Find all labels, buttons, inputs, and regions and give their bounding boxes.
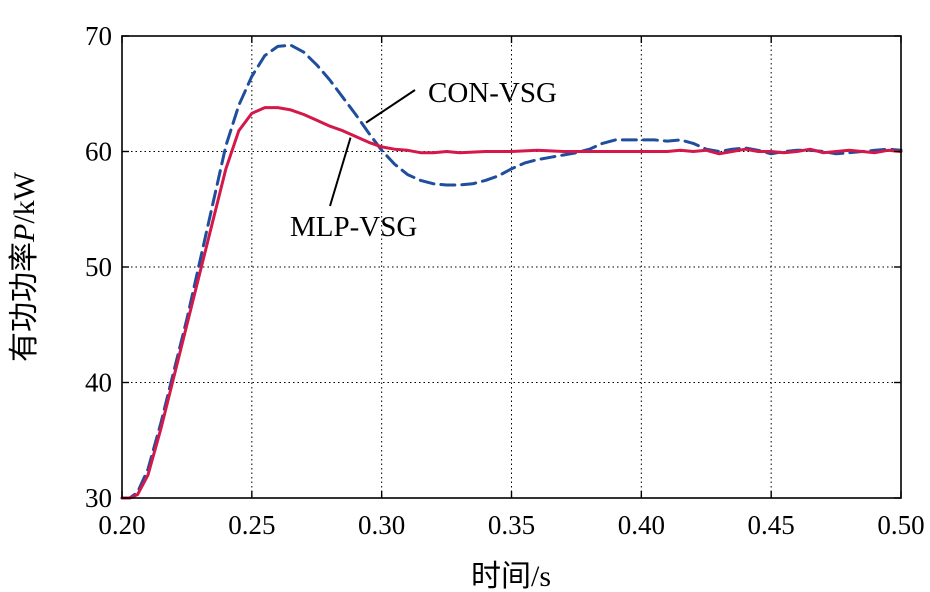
annotation-leader-mlp-vsg <box>329 137 352 207</box>
x-tick-label: 0.25 <box>228 510 275 540</box>
ticks-group: 0.20 0.25 0.30 0.35 0.40 0.45 0.50 30 40 50 60 70 <box>85 21 925 540</box>
y-axis-label: 有功功率P/kW <box>8 171 41 362</box>
x-tick-label: 0.30 <box>358 510 405 540</box>
annotations-group: CON-VSG MLP-VSG <box>290 77 557 243</box>
annotation-label-con-vsg: CON-VSG <box>428 77 557 109</box>
y-tick-label: 40 <box>85 368 112 398</box>
y-axis-label-unit: /kW <box>8 171 41 223</box>
y-axis-label-quantity: 有功功率 <box>8 242 41 362</box>
y-tick-label: 60 <box>85 137 112 167</box>
x-axis-label: 时间/s <box>471 560 551 592</box>
x-tick-label: 0.20 <box>98 510 145 540</box>
series-line-mlp-vsg <box>120 106 903 500</box>
y-axis-label-symbol: P <box>8 224 41 243</box>
y-tick-label: 30 <box>85 483 112 513</box>
x-tick-label: 0.50 <box>877 510 924 540</box>
series-line-con-vsg <box>120 43 903 500</box>
series-group <box>120 43 903 500</box>
annotation-leader-con-vsg <box>365 89 416 124</box>
x-tick-label: 0.40 <box>618 510 665 540</box>
y-tick-label: 70 <box>85 21 112 51</box>
annotation-label-mlp-vsg: MLP-VSG <box>290 211 417 243</box>
x-tick-label: 0.45 <box>748 510 795 540</box>
x-tick-label: 0.35 <box>488 510 535 540</box>
y-tick-label: 50 <box>85 252 112 282</box>
